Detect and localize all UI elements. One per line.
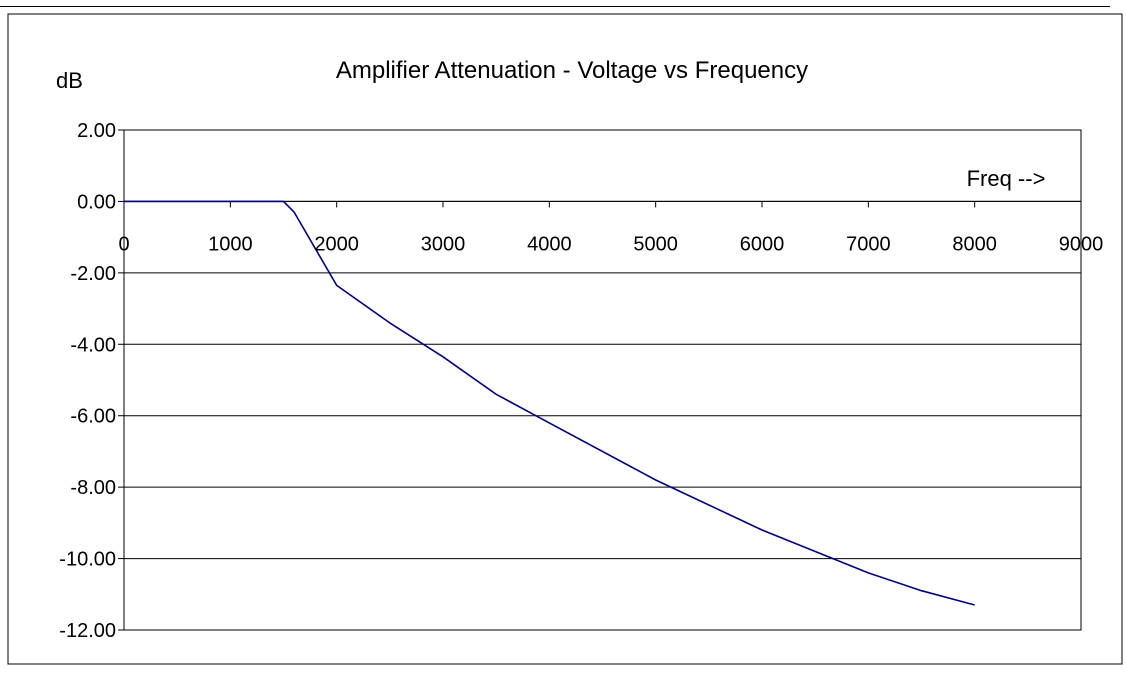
y-tick-label: 2.00 (77, 120, 116, 142)
y-tick-label: -4.00 (70, 334, 116, 356)
x-tick-label: 6000 (740, 233, 785, 255)
y-tick-label: -12.00 (59, 620, 116, 642)
x-tick-label: 3000 (421, 233, 466, 255)
x-tick-label: 9000 (1059, 233, 1104, 255)
tick-labels: 2.00 0.00 -2.00 -4.00 -6.00 -8.00 -10.00 -12.00… (59, 120, 1103, 642)
y-tick-label: 0.00 (77, 191, 116, 213)
x-tick-label: 1000 (208, 233, 253, 255)
y-tick-label: -2.00 (70, 263, 116, 285)
y-tick-label: -6.00 (70, 406, 116, 428)
x-tick-label: 4000 (527, 233, 572, 255)
y-tick-label: -10.00 (59, 549, 116, 571)
series-layer (124, 200, 975, 606)
plot-area (123, 129, 1082, 631)
x-tick-label: 7000 (846, 233, 891, 255)
x-tick-label: 8000 (952, 233, 997, 255)
x-tick-label: 5000 (633, 233, 678, 255)
series-line (124, 200, 975, 606)
y-tick-label: -8.00 (70, 477, 116, 499)
y-axis-label: dB (56, 68, 83, 93)
x-tick-label: 2000 (314, 233, 359, 255)
x-tick-label: 0 (118, 233, 129, 255)
chart-area-border (7, 13, 1123, 665)
x-axis-label: Freq --> (967, 166, 1046, 191)
chart-title: Amplifier Attenuation - Voltage vs Frequ… (336, 57, 808, 84)
